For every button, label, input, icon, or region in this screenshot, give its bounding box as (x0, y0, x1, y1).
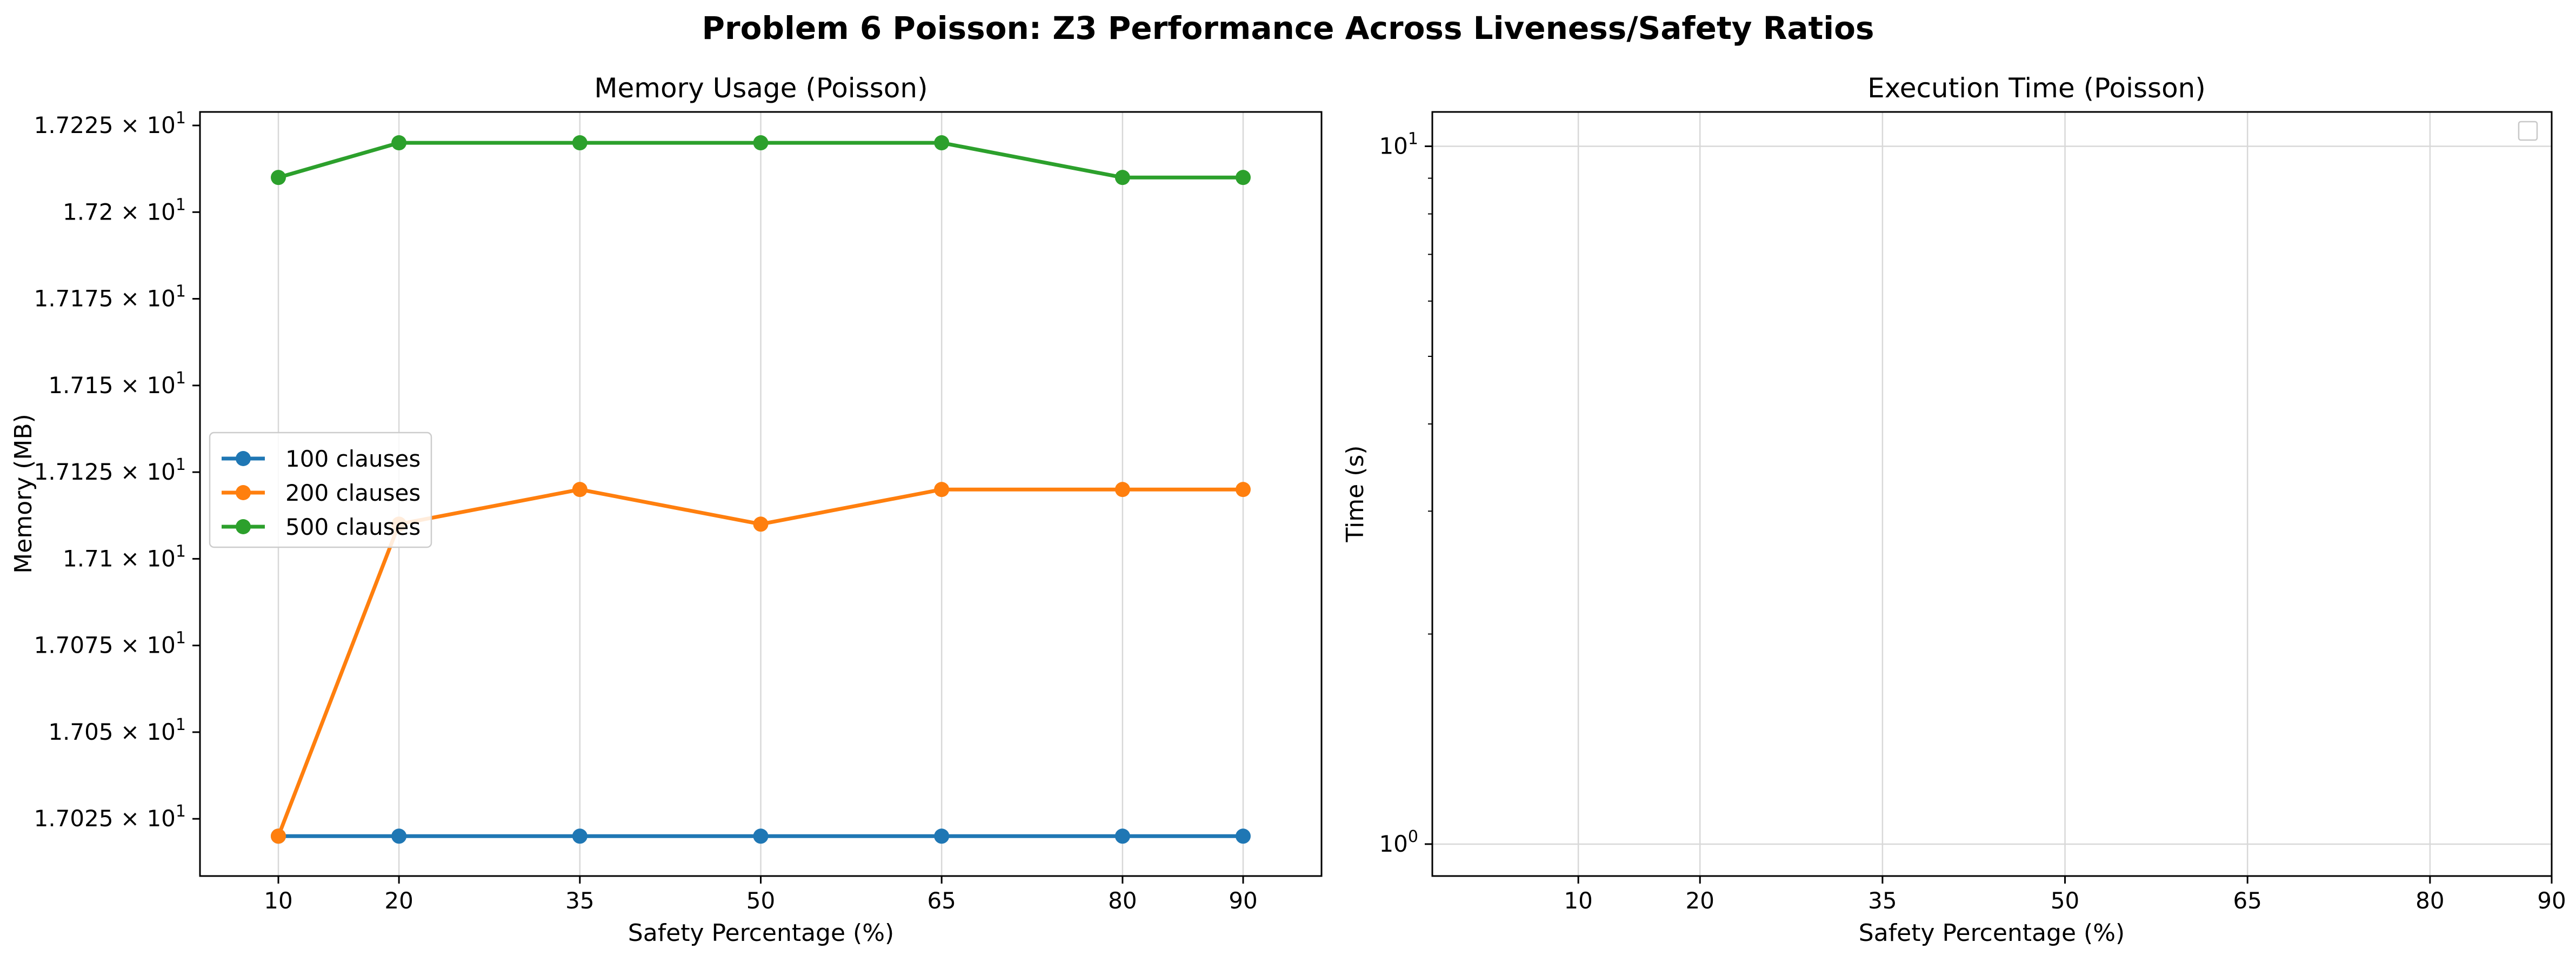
memory-x-tick-label: 50 (746, 887, 775, 914)
series-2-point (1235, 482, 1251, 497)
legend-label: 100 clauses (285, 446, 421, 472)
time-x-tick-label: 80 (2415, 887, 2444, 914)
series-2-point (753, 516, 769, 532)
series-3-point (934, 135, 950, 151)
series-1-point (934, 828, 950, 844)
series-3-point (271, 170, 286, 185)
series-2-point (572, 482, 588, 497)
memory-legend: 100 clauses 200 clauses 500 clauses (209, 432, 432, 548)
memory-x-tick-label: 20 (384, 887, 413, 914)
time-panel-title: Execution Time (Poisson) (1867, 72, 2206, 104)
series-3-point (1235, 170, 1251, 185)
time-legend-box (2518, 121, 2538, 141)
legend-frame (209, 432, 432, 548)
figure-title: Problem 6 Poisson: Z3 Performance Across… (702, 10, 1874, 47)
memory-y-tick-label: 1.705 × 101 (48, 715, 186, 745)
memory-y-axis-label: Memory (MB) (10, 414, 37, 573)
series-3-point (1115, 170, 1130, 185)
series-3-point (572, 135, 588, 151)
legend-label: 500 clauses (285, 514, 421, 540)
time-plot-frame (1431, 111, 2553, 877)
memory-x-axis-label: Safety Percentage (%) (628, 919, 894, 947)
time-x-tick-label: 65 (2233, 887, 2262, 914)
legend-label: 200 clauses (285, 480, 421, 506)
series-2-point (1115, 482, 1130, 497)
time-x-axis-label: Safety Percentage (%) (1859, 919, 2125, 947)
series-3-point (391, 135, 407, 151)
memory-y-tick-label: 1.7075 × 101 (34, 629, 186, 659)
memory-x-tick-label: 35 (565, 887, 594, 914)
time-x-tick-label: 20 (1686, 887, 1714, 914)
series-1-point (1115, 828, 1130, 844)
time-y-tick-label: 100 (1379, 827, 1418, 857)
series-1-point (753, 828, 769, 844)
memory-usage-panel: Memory Usage (Poisson) 10 20 35 50 65 80 90 1.… (10, 72, 1323, 947)
time-x-tick-label: 50 (2051, 887, 2079, 914)
memory-x-tick-label: 10 (264, 887, 292, 914)
legend-swatch-marker (236, 519, 251, 534)
memory-y-tick-label: 1.7025 × 101 (34, 802, 186, 832)
memory-x-tick-label: 90 (1229, 887, 1257, 914)
legend-swatch-marker (236, 451, 251, 466)
memory-x-tick-label: 80 (1108, 887, 1137, 914)
series-1-point (572, 828, 588, 844)
memory-x-tick-label: 65 (927, 887, 956, 914)
legend-swatch-marker (236, 485, 251, 500)
series-2-point (934, 482, 950, 497)
memory-y-tick-label: 1.72 × 101 (63, 195, 186, 225)
series-1-point (391, 828, 407, 844)
memory-y-tick-label: 1.71 × 101 (63, 542, 186, 572)
memory-y-tick-label: 1.7175 × 101 (34, 282, 186, 312)
memory-y-tick-label: 1.715 × 101 (48, 369, 186, 399)
series-1-point (1235, 828, 1251, 844)
time-x-tick-label: 90 (2537, 887, 2566, 914)
time-y-tick-label: 101 (1379, 130, 1418, 160)
memory-y-tick-label: 1.7225 × 101 (34, 109, 186, 138)
time-x-tick-label: 10 (1564, 887, 1592, 914)
memory-y-tick-label: 1.7125 × 101 (34, 455, 186, 485)
series-2-point (271, 828, 286, 844)
execution-time-panel: Execution Time (Poisson) 10 20 35 50 65 80 90 … (1342, 72, 2566, 947)
memory-panel-title: Memory Usage (Poisson) (594, 72, 927, 104)
series-3-point (753, 135, 769, 151)
time-x-tick-label: 35 (1868, 887, 1897, 914)
time-y-axis-label: Time (s) (1342, 446, 1369, 543)
